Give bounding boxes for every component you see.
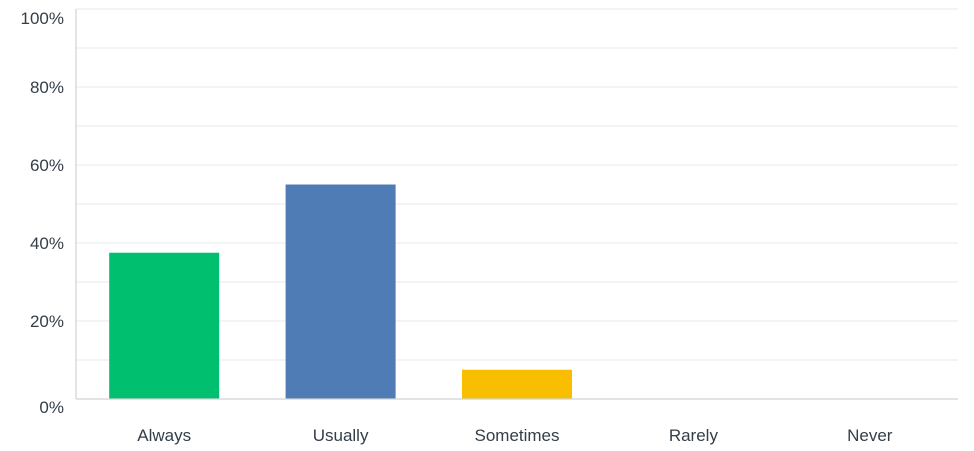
y-tick-label: 80% xyxy=(30,78,64,97)
gridlines xyxy=(76,8,958,361)
y-tick-label: 20% xyxy=(30,312,64,331)
y-tick-label: 100% xyxy=(21,9,64,28)
y-tick-label: 0% xyxy=(39,398,64,417)
x-category-label: Always xyxy=(137,426,191,445)
y-axis-ticks: 0% 20% 40% 60% 80% 100% xyxy=(21,9,64,417)
y-tick-label: 40% xyxy=(30,234,64,253)
x-axis-labels: Always Usually Sometimes Rarely Never xyxy=(137,426,893,445)
x-category-label: Rarely xyxy=(669,426,719,445)
bars xyxy=(109,184,572,399)
x-category-label: Never xyxy=(847,426,893,445)
bar-always xyxy=(109,252,220,399)
x-category-label: Sometimes xyxy=(474,426,559,445)
y-tick-label: 60% xyxy=(30,156,64,175)
bar-usually xyxy=(285,184,396,399)
x-category-label: Usually xyxy=(313,426,369,445)
bar-sometimes xyxy=(462,369,572,399)
